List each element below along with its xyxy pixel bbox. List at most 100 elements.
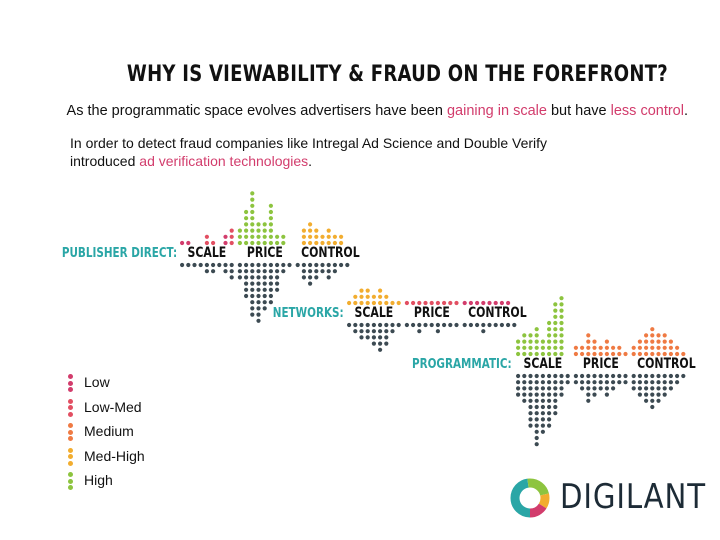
dot-down bbox=[244, 281, 249, 286]
dot-up bbox=[429, 300, 434, 306]
dot-down bbox=[559, 392, 564, 397]
dot-down bbox=[384, 322, 389, 328]
dot-down bbox=[534, 442, 539, 447]
dot-down bbox=[256, 318, 261, 323]
dot-up bbox=[320, 240, 325, 246]
dot-down bbox=[371, 329, 376, 334]
dot-up bbox=[637, 339, 643, 344]
dot-down bbox=[534, 417, 539, 422]
dot-up bbox=[281, 240, 286, 246]
dot-up bbox=[662, 333, 667, 338]
dot-down bbox=[275, 281, 280, 286]
dot-up bbox=[301, 234, 306, 239]
page-title: WHY IS VIEWABILITY & FRAUD ON THE FOREFR… bbox=[126, 62, 669, 87]
dot-up bbox=[522, 339, 527, 344]
dot-up bbox=[604, 351, 610, 357]
category-label: CONTROL bbox=[300, 245, 360, 261]
dot-down bbox=[553, 398, 558, 403]
dot-up bbox=[250, 209, 255, 215]
dot-down bbox=[365, 335, 370, 340]
dot-up bbox=[250, 216, 255, 221]
dot-up bbox=[540, 345, 546, 350]
dot-down bbox=[429, 322, 434, 328]
dot-up bbox=[650, 339, 655, 344]
dot-down bbox=[262, 275, 267, 280]
dot-up bbox=[262, 240, 267, 246]
dot-up bbox=[250, 234, 255, 239]
dot-up bbox=[528, 345, 533, 350]
dot-down bbox=[301, 269, 306, 274]
dot-down bbox=[250, 306, 255, 311]
dot-down bbox=[528, 386, 533, 391]
dot-down bbox=[378, 322, 383, 328]
dot-up bbox=[598, 345, 603, 350]
dot-down bbox=[262, 293, 267, 299]
dot-down bbox=[534, 423, 539, 428]
dot-down bbox=[404, 322, 409, 328]
legend-item: High bbox=[68, 470, 145, 495]
dot-up bbox=[268, 209, 273, 215]
dot-up bbox=[237, 240, 242, 246]
category-label: PRICE bbox=[413, 305, 450, 321]
dot-down bbox=[617, 380, 622, 385]
dot-up bbox=[559, 314, 564, 319]
dot-up bbox=[611, 351, 616, 357]
dot-down bbox=[308, 269, 313, 274]
dot-down bbox=[580, 386, 585, 391]
dot-up bbox=[516, 339, 521, 344]
dot-down bbox=[559, 373, 564, 379]
dot-down bbox=[528, 404, 533, 410]
dot-up bbox=[528, 339, 533, 344]
dot-up bbox=[598, 351, 603, 357]
dot-down bbox=[586, 380, 591, 385]
dot-up bbox=[468, 300, 473, 306]
dot-down bbox=[528, 423, 533, 428]
dot-down bbox=[204, 269, 209, 274]
dot-up bbox=[223, 234, 228, 239]
dot-down bbox=[516, 373, 521, 379]
dot-up bbox=[244, 240, 249, 246]
dot-up bbox=[454, 300, 459, 306]
dot-up bbox=[384, 300, 389, 306]
dot-down bbox=[553, 392, 558, 397]
category-label: PRICE bbox=[246, 245, 283, 261]
dot-down bbox=[295, 262, 300, 268]
dot-down bbox=[365, 329, 370, 334]
dot-down bbox=[256, 312, 261, 317]
dot-down bbox=[547, 423, 552, 428]
dot-up bbox=[547, 351, 552, 357]
dot-down bbox=[522, 373, 527, 379]
dot-down bbox=[347, 322, 352, 328]
dot-down bbox=[390, 329, 395, 334]
dot-up bbox=[332, 234, 337, 239]
dot-up bbox=[204, 240, 209, 246]
dot-up bbox=[308, 228, 313, 233]
dot-down bbox=[611, 386, 616, 391]
dot-down bbox=[275, 287, 280, 292]
dot-down bbox=[435, 329, 440, 334]
dot-down bbox=[314, 262, 319, 268]
legend-label: Medium bbox=[84, 423, 134, 439]
dot-down bbox=[534, 392, 539, 397]
dot-up bbox=[250, 228, 255, 233]
dot-up bbox=[262, 234, 267, 239]
legend-label: Med-High bbox=[84, 447, 145, 464]
dot-down bbox=[499, 322, 504, 328]
dot-down bbox=[180, 262, 185, 268]
dot-up bbox=[442, 300, 447, 306]
dot-down bbox=[631, 380, 636, 385]
dot-down bbox=[378, 341, 383, 346]
dot-up bbox=[506, 300, 511, 306]
dot-down bbox=[623, 380, 628, 385]
dot-up bbox=[237, 228, 242, 233]
dot-up bbox=[359, 288, 364, 293]
dot-down bbox=[598, 373, 603, 379]
dot-down bbox=[528, 411, 533, 416]
dot-down bbox=[256, 281, 261, 286]
dot-up bbox=[592, 339, 597, 344]
dot-up bbox=[493, 300, 498, 306]
dot-down bbox=[650, 386, 655, 391]
dot-down bbox=[384, 341, 389, 346]
dot-up bbox=[268, 240, 273, 246]
legend-label: Low bbox=[84, 374, 110, 390]
